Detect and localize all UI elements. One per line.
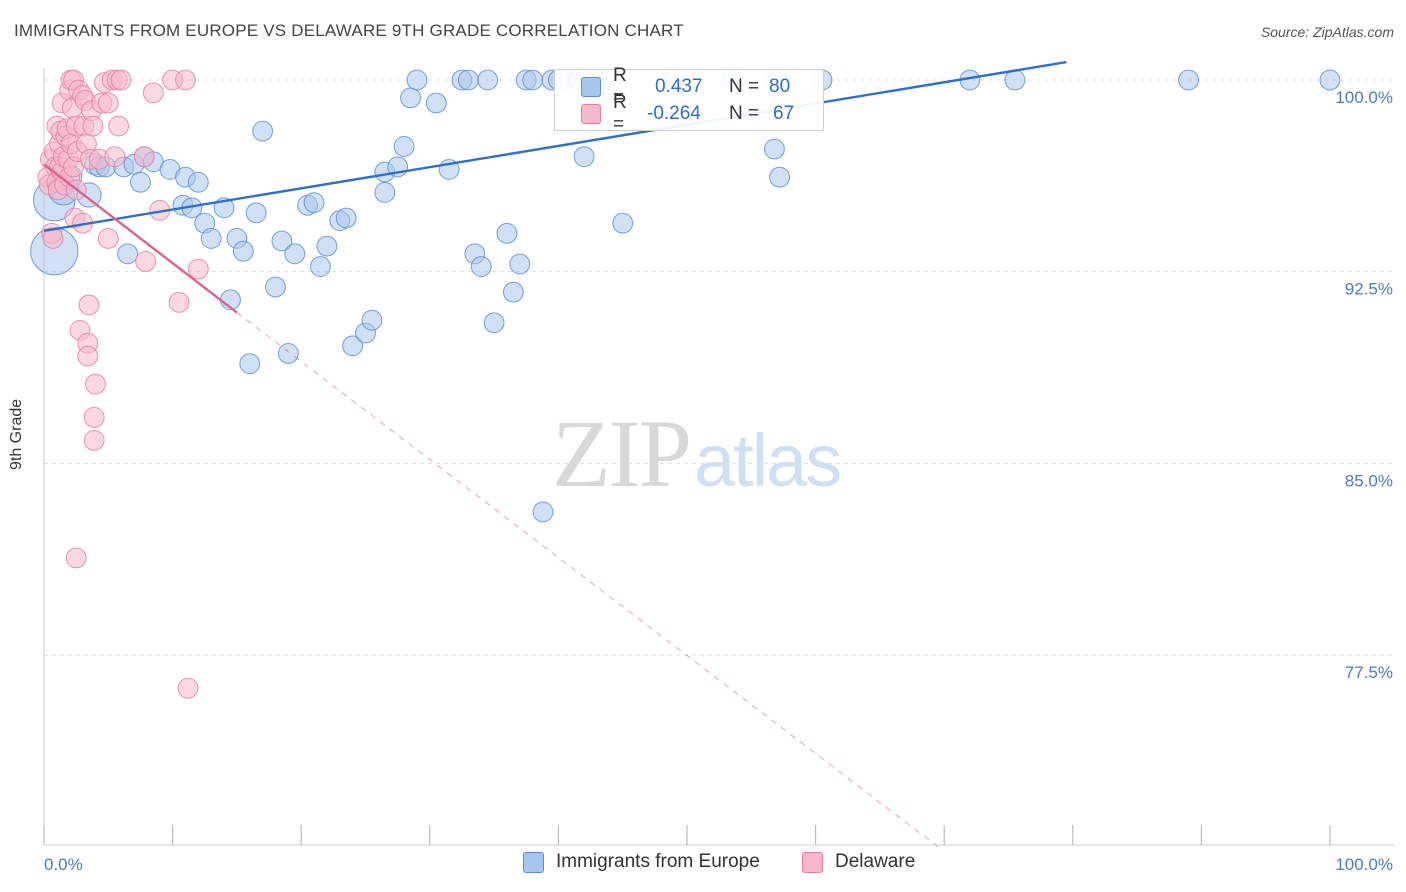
point-delaware xyxy=(175,69,196,91)
point-immigrants-from-europe xyxy=(284,243,306,265)
point-immigrants-from-europe xyxy=(483,312,505,334)
legend-swatch-blue xyxy=(581,77,601,97)
point-immigrants-from-europe xyxy=(245,202,267,224)
point-delaware xyxy=(77,345,99,367)
point-immigrants-from-europe xyxy=(1004,69,1026,91)
point-immigrants-from-europe xyxy=(271,230,293,252)
point-immigrants-from-europe xyxy=(187,171,209,193)
point-immigrants-from-europe xyxy=(342,335,364,357)
legend-blue-r-value: 0.437 xyxy=(655,76,703,97)
point-immigrants-from-europe xyxy=(277,343,299,364)
point-immigrants-from-europe xyxy=(232,240,254,262)
x-tick-label-max: 100.0% xyxy=(1335,855,1393,874)
point-immigrants-from-europe xyxy=(252,120,274,142)
point-immigrants-from-europe xyxy=(393,136,415,157)
point-delaware xyxy=(82,115,104,137)
watermark-zip: ZIP xyxy=(552,400,692,507)
point-immigrants-from-europe xyxy=(470,256,492,277)
point-immigrants-from-europe xyxy=(310,256,331,277)
trendline-delaware-extension xyxy=(236,312,939,848)
series-legend: Immigrants from Europe Delaware xyxy=(0,851,1406,879)
point-immigrants-from-europe xyxy=(400,87,421,109)
point-immigrants-from-europe xyxy=(477,69,499,91)
point-immigrants-from-europe xyxy=(239,353,261,375)
point-immigrants-from-europe xyxy=(522,69,544,91)
point-delaware xyxy=(97,228,119,249)
series-label-blue: Immigrants from Europe xyxy=(556,851,760,872)
legend-row-pink: R = -0.264 N = 67 xyxy=(555,92,795,135)
legend-blue-n-value: 80 xyxy=(769,76,791,97)
point-immigrants-from-europe xyxy=(532,501,554,523)
point-delaware xyxy=(187,258,209,280)
point-immigrants-from-europe xyxy=(502,281,524,303)
point-immigrants-from-europe xyxy=(361,309,383,331)
point-immigrants-from-europe xyxy=(130,171,151,193)
watermark: ZIPatlas xyxy=(552,398,842,509)
point-immigrants-from-europe xyxy=(335,207,357,229)
point-immigrants-from-europe xyxy=(457,69,479,91)
series-swatch-blue xyxy=(523,851,544,873)
point-delaware xyxy=(104,146,126,168)
point-immigrants-from-europe xyxy=(764,138,785,160)
trendline-delaware xyxy=(43,163,238,314)
point-delaware xyxy=(142,82,164,104)
watermark-atlas: atlas xyxy=(694,419,842,502)
series-label-pink: Delaware xyxy=(835,851,916,872)
point-immigrants-from-europe xyxy=(316,235,338,257)
point-immigrants-from-europe xyxy=(374,182,396,203)
legend-blue-r-label: R = xyxy=(613,65,627,108)
legend-row-blue: R = 0.437 N = 80 xyxy=(555,65,791,108)
legend-pink-n-value: 67 xyxy=(773,103,795,124)
point-immigrants-from-europe xyxy=(769,166,791,188)
point-immigrants-from-europe xyxy=(303,192,325,214)
legend-pink-n-label: N = xyxy=(729,103,760,124)
trendline-immigrants-from-europe xyxy=(43,60,1067,232)
point-immigrants-from-europe xyxy=(265,276,286,298)
point-immigrants-from-europe xyxy=(612,212,634,234)
stats-legend: R = 0.437 N = 80 R = -0.264 N = 67 xyxy=(554,65,824,135)
point-immigrants-from-europe xyxy=(117,243,139,265)
series-legend-pink[interactable]: Delaware xyxy=(802,851,915,873)
series-swatch-pink xyxy=(802,851,823,873)
legend-blue-n-label: N = xyxy=(729,76,760,97)
point-delaware xyxy=(168,291,190,313)
point-delaware xyxy=(97,92,119,114)
point-immigrants-from-europe xyxy=(1178,69,1199,91)
point-delaware xyxy=(110,69,132,91)
y-tick-label: 92.5% xyxy=(1345,280,1393,299)
point-delaware xyxy=(108,115,130,137)
chart-source: Source: ZipAtlas.com xyxy=(1260,24,1394,40)
point-delaware xyxy=(78,294,100,316)
y-tick-label: 77.5% xyxy=(1345,663,1393,682)
series-legend-blue[interactable]: Immigrants from Europe xyxy=(523,851,760,873)
point-delaware xyxy=(85,373,106,395)
legend-pink-r-label: R = xyxy=(613,92,627,135)
x-tick-label-min: 0.0% xyxy=(44,855,83,874)
point-delaware xyxy=(133,146,155,168)
y-tick-label: 100.0% xyxy=(1335,88,1393,107)
point-immigrants-from-europe xyxy=(200,228,222,249)
point-delaware xyxy=(83,406,105,428)
point-immigrants-from-europe xyxy=(573,146,595,168)
legend-pink-r-value: -0.264 xyxy=(647,103,701,124)
chart-title: IMMIGRANTS FROM EUROPE VS DELAWARE 9TH G… xyxy=(14,21,684,40)
point-delaware xyxy=(65,547,87,569)
point-immigrants-from-europe xyxy=(406,69,428,91)
point-immigrants-from-europe xyxy=(1319,69,1341,91)
point-delaware xyxy=(177,677,199,699)
point-immigrants-from-europe xyxy=(496,222,518,244)
legend-swatch-pink xyxy=(581,104,601,124)
point-delaware xyxy=(83,429,105,451)
point-immigrants-from-europe xyxy=(509,253,531,275)
point-delaware xyxy=(135,251,157,272)
y-tick-label: 85.0% xyxy=(1345,471,1393,490)
point-immigrants-from-europe xyxy=(425,92,447,114)
